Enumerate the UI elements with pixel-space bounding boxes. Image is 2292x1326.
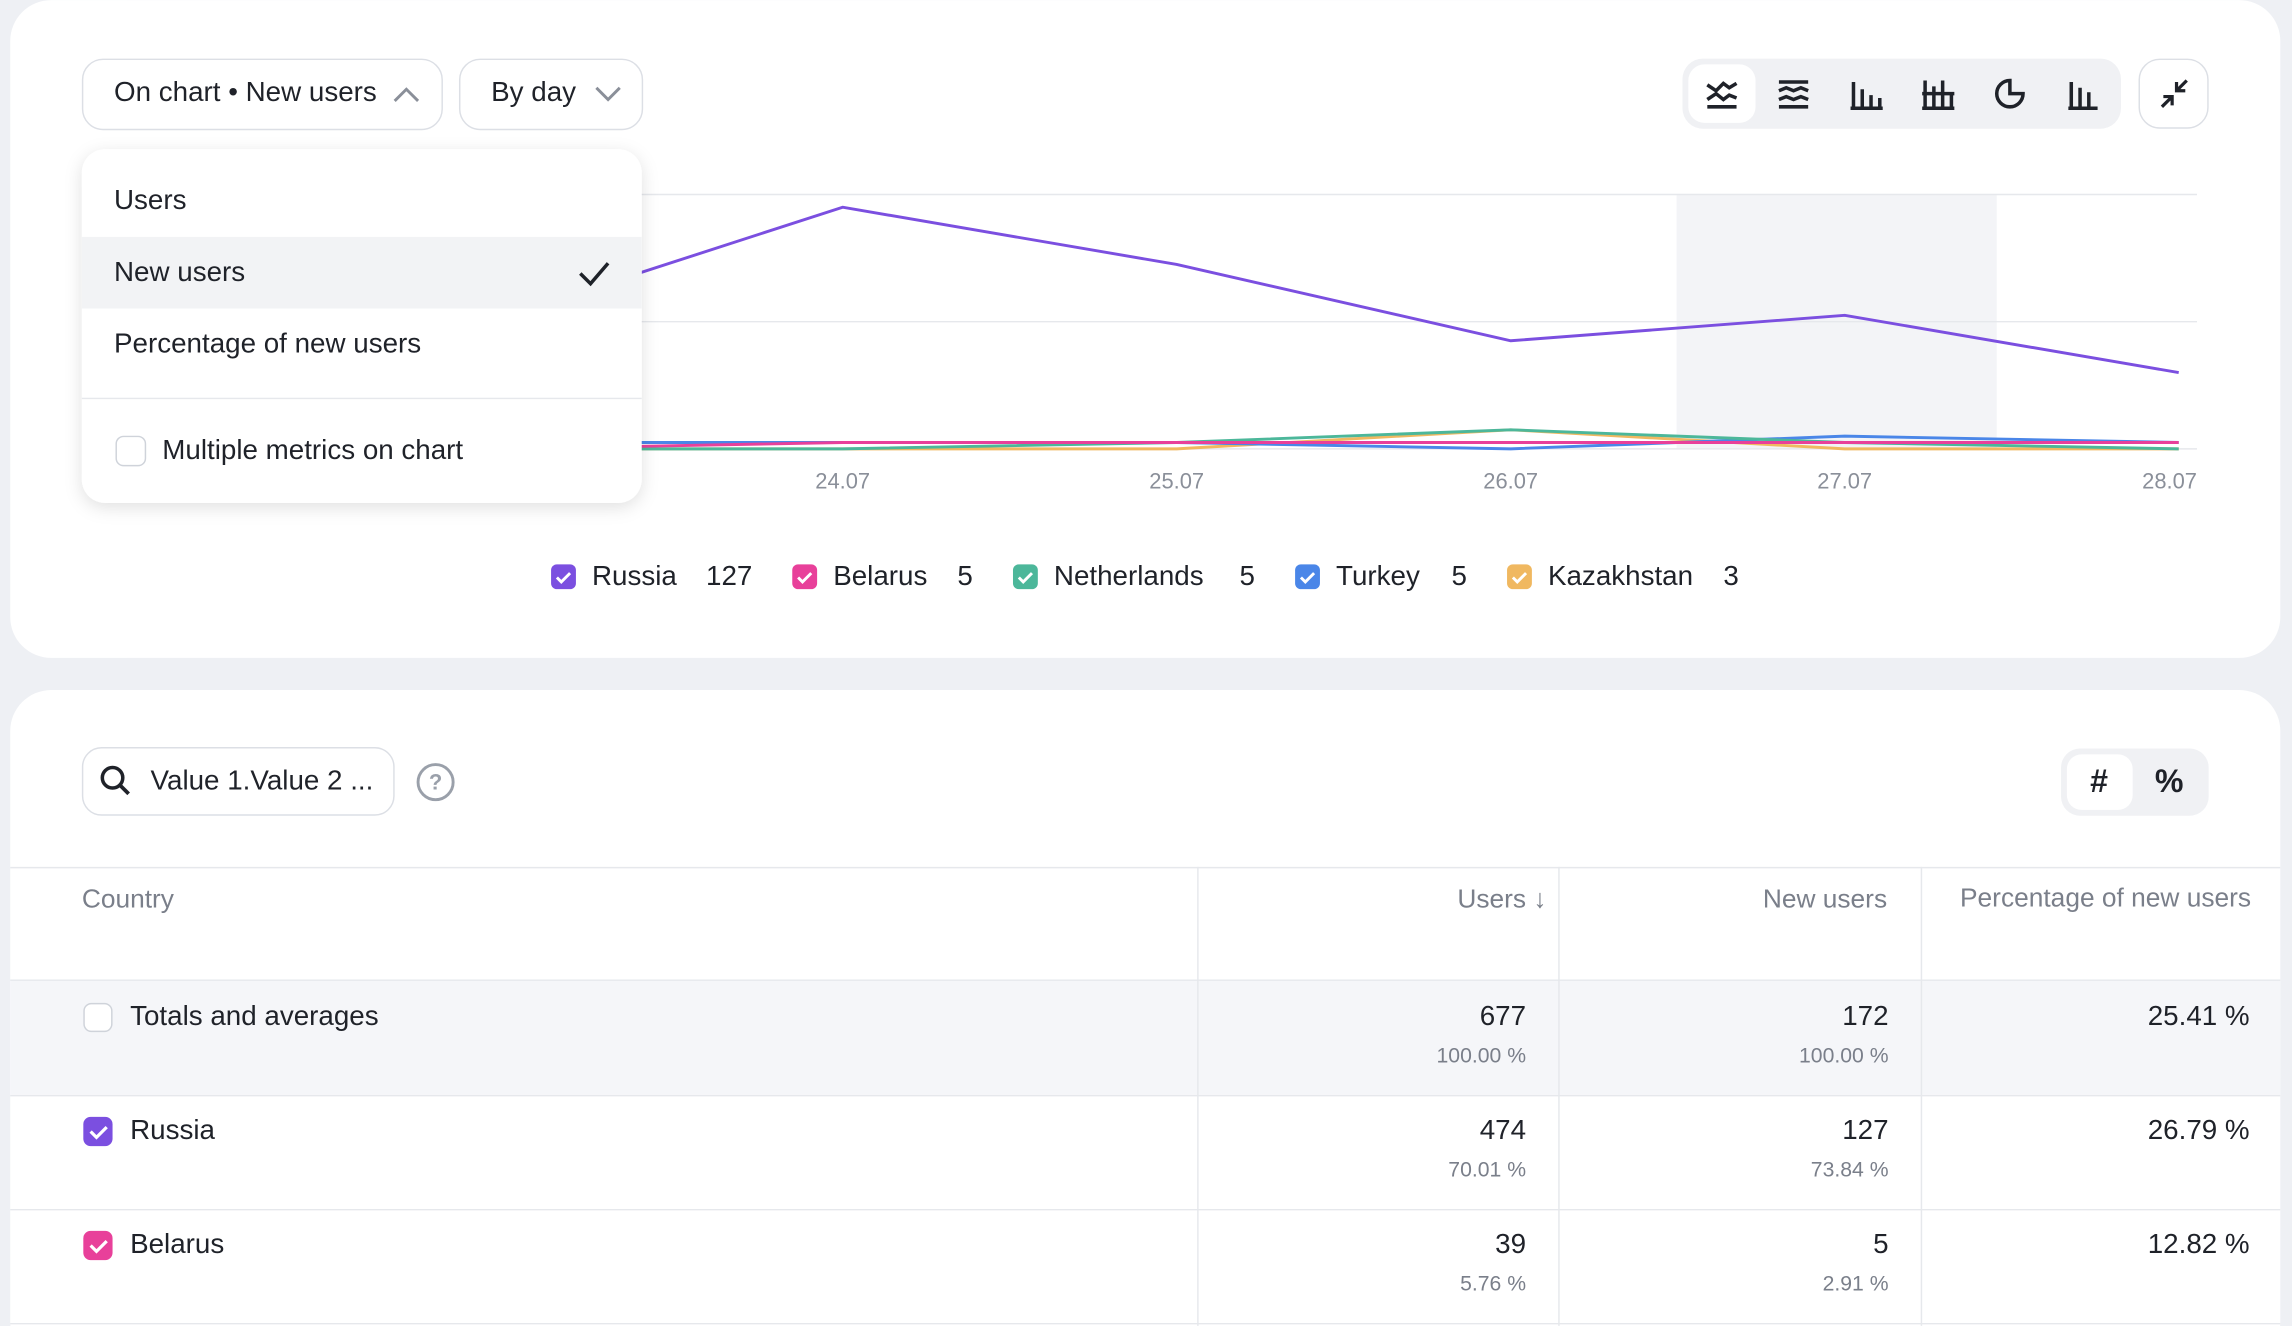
x-tick-label: 28.07	[2142, 468, 2197, 493]
chevron	[393, 87, 420, 102]
chart-type-group	[1682, 58, 2121, 129]
cell-share: 5.76 %	[1460, 1273, 1526, 1296]
row-check	[89, 1239, 108, 1254]
x-tick-label: 27.07	[1817, 468, 1872, 493]
legend-check	[555, 572, 572, 584]
legend-checkbox[interactable]	[551, 564, 576, 590]
x-tick-label: 24.07	[815, 468, 870, 493]
table: Country Users ↓ New users Percentage of …	[10, 866, 2281, 1326]
legend-checkbox[interactable]	[1012, 564, 1038, 590]
help-icon-mark: ?	[429, 769, 442, 794]
cell-share: 100.00 %	[1437, 1045, 1527, 1068]
help-icon[interactable]	[416, 763, 455, 802]
chevron	[595, 86, 621, 102]
row-checkbox[interactable]	[83, 1002, 113, 1033]
legend: Russia 127 Belarus 5 Netherlands 5 Turkey 5 Kaza…	[551, 560, 1739, 591]
checkbox-label[interactable]: Multiple metrics on chart	[162, 434, 463, 465]
cell: 12.82 %	[2148, 1228, 2250, 1259]
legend-name: Netherlands	[1054, 560, 1204, 591]
icon-line[interactable]	[1706, 81, 1738, 109]
column-header[interactable]: New users	[1763, 883, 1887, 913]
series-line	[508, 205, 2179, 374]
legend-name: Belarus	[833, 560, 927, 591]
column-header[interactable]: Percentage of new users	[1960, 882, 2252, 913]
legend-name: Russia	[592, 560, 677, 591]
mode-active	[2066, 754, 2133, 810]
search-icon	[118, 783, 130, 796]
option[interactable]: Users	[114, 184, 187, 215]
x-tick-label: 26.07	[1483, 468, 1538, 493]
cell: 172	[1842, 1000, 1888, 1031]
search-box[interactable]	[81, 747, 395, 816]
search-text[interactable]: Value 1.Value 2 ...	[151, 764, 374, 795]
cell: 127	[1842, 1114, 1888, 1145]
totals-row-bg	[10, 979, 2281, 1095]
icon-area[interactable]	[1778, 80, 1809, 109]
cell-share: 70.01 %	[1448, 1159, 1526, 1182]
legend-check	[797, 572, 813, 584]
cell: 474	[1480, 1114, 1526, 1145]
collapse-button[interactable]	[2138, 58, 2209, 129]
icon-pie[interactable]	[1994, 78, 2025, 109]
option[interactable]: New users	[114, 256, 245, 287]
metric-dropdown: Users New users Percentage of new users …	[81, 149, 642, 503]
x-tick-label: 25.07	[1149, 468, 1204, 493]
cell: 39	[1495, 1228, 1526, 1259]
row-checkbox[interactable]	[83, 1230, 113, 1261]
row-label: Belarus	[130, 1228, 224, 1259]
cell-share: 2.91 %	[1823, 1273, 1889, 1296]
column-header[interactable]: Users ↓	[1457, 883, 1546, 913]
row-checkbox[interactable]	[83, 1116, 113, 1147]
cell: 25.41 %	[2148, 1000, 2250, 1031]
icon-column[interactable]	[2068, 81, 2098, 111]
legend-check	[1299, 572, 1316, 584]
cell: 5	[1873, 1228, 1888, 1259]
legend-name: Turkey	[1336, 560, 1420, 591]
icon-stacked[interactable]	[1922, 80, 1955, 111]
cell: 677	[1480, 1000, 1526, 1031]
cell: 26.79 %	[2148, 1114, 2250, 1145]
period-select[interactable]	[458, 58, 644, 131]
mode-button[interactable]: %	[2155, 763, 2184, 799]
checkbox[interactable]	[115, 435, 147, 467]
selected-option-bg	[81, 236, 642, 309]
row-label: Totals and averages	[130, 1000, 379, 1031]
legend-check	[1511, 572, 1528, 584]
legend-total: 5	[1240, 560, 1255, 591]
metric-select[interactable]	[81, 58, 443, 131]
cell-share: 100.00 %	[1799, 1045, 1889, 1068]
legend-total: 5	[957, 560, 972, 591]
chart-type-active[interactable]	[1688, 64, 1756, 123]
chart-type-icons	[1706, 78, 2098, 111]
check-icon	[579, 262, 610, 287]
mode-button[interactable]: #	[2090, 763, 2108, 799]
collapse-icon	[2160, 79, 2188, 108]
option[interactable]: Percentage of new users	[114, 327, 421, 358]
cell-share: 73.84 %	[1811, 1159, 1889, 1182]
row-check	[89, 1125, 108, 1140]
column-header[interactable]: Country	[82, 883, 175, 913]
legend-name: Kazakhstan	[1548, 560, 1693, 591]
legend-checkbox[interactable]	[1507, 564, 1532, 590]
column-header-wrap: Percentage of new users	[1960, 882, 2252, 913]
period-select-label: By day	[491, 76, 576, 107]
legend-total: 3	[1723, 560, 1738, 591]
legend-total: 127	[706, 560, 752, 591]
legend-total: 5	[1452, 560, 1467, 591]
legend-checkbox[interactable]	[1295, 564, 1320, 590]
legend-check	[1017, 572, 1034, 584]
row-label: Russia	[130, 1114, 215, 1145]
icon-bar[interactable]	[1850, 81, 1883, 111]
legend-checkbox[interactable]	[792, 564, 818, 590]
search-icon	[100, 765, 125, 790]
metric-select-label: On chart • New users	[114, 76, 377, 107]
series-line	[508, 441, 2179, 451]
